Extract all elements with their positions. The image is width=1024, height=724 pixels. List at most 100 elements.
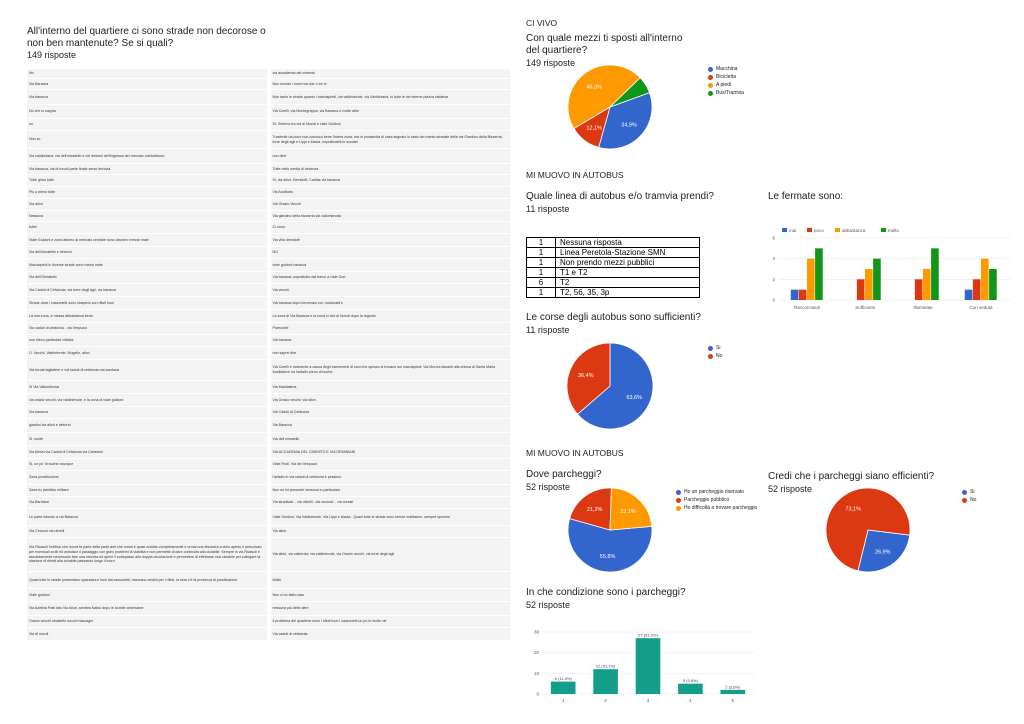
legend-swatch — [708, 66, 713, 72]
response-count-corse: 11 risposte — [526, 325, 570, 335]
response-cell-left: Non so — [27, 131, 267, 148]
response-cell-left: Tutte giuro tutte — [27, 175, 267, 186]
table-row: Quasi tutte le strade presentano spazzat… — [27, 572, 510, 589]
response-cell-left: Via dell'olmatello e dintorni — [27, 247, 267, 258]
response-cell-right: l'asfalto in via caduti di cefalonia è p… — [270, 471, 510, 484]
question-title-strade: All'interno del quartiere ci sono strade… — [27, 26, 266, 49]
table-row: Via Caduti di Cefalonia, via torre degli… — [27, 284, 510, 297]
pie-slice — [577, 342, 654, 430]
x-tick-label: 3 — [647, 698, 650, 703]
response-cell-right: Via baracca — [270, 335, 510, 346]
data-label: 2 (3,8%) — [725, 684, 741, 689]
response-cell-left: Quasi tutte le strade presentano spazzat… — [27, 572, 267, 588]
legend-swatch — [708, 90, 713, 96]
legend-label: Si — [716, 345, 721, 351]
response-cell-left: Strade dove i cassonetti sono strapieni … — [27, 297, 267, 309]
data-label: 12 (23,1%) — [596, 664, 616, 669]
response-cell-left: Si, un po' di buche ovunque — [27, 459, 267, 470]
response-cell-left: Via Caduti di Cefalonia, via torre degli… — [27, 284, 267, 296]
response-cell-right: Via villa demidoff — [270, 234, 510, 246]
response-cell-right: Si, via allori, Demidoff, Caritas via ba… — [270, 175, 510, 186]
response-count-strade: 149 risposte — [27, 50, 77, 60]
response-cell-right: Via Ancillotto — [270, 187, 510, 198]
legend-label: poco — [814, 228, 824, 233]
response-cell-right: Parecchie — [270, 323, 510, 334]
table-row: Tutte giuro tutte Si, via allori, Demidof… — [27, 175, 510, 187]
response-cell-right: Via Caduti di Cefalonia — [270, 407, 510, 418]
bar — [815, 248, 823, 300]
legend-label: No — [716, 353, 723, 359]
response-cell-right: NO — [270, 247, 510, 258]
pie-slice — [598, 92, 653, 150]
table-row: Le parte infondo a via Baracca Viale Guid… — [27, 509, 510, 526]
response-cell-left: Viale guidoni — [27, 589, 267, 601]
legend-label: mai — [789, 228, 796, 233]
legend-label: Bus/Tramvia — [716, 90, 744, 96]
response-cell-left: Via allori — [27, 199, 267, 210]
legend-swatch — [881, 228, 886, 232]
legend-corse: Si No — [708, 345, 722, 361]
response-cell-right: Viale Redi, Via dei Vespucci — [270, 459, 510, 470]
legend-swatch — [807, 228, 812, 232]
response-cell-right: Via Corelli è indecente a causa degli es… — [270, 360, 510, 380]
response-cell-left: Via Ceccoci via ulivelli — [27, 526, 267, 537]
table-row: Via dell'Olmatello Via baracca ,soprattut… — [27, 272, 510, 284]
table-row: No che io sappia Via Corelli, via Montegr… — [27, 105, 510, 119]
question-title-fermate: Le fermate sono: — [768, 191, 844, 202]
table-row: Via Ricasoli l'edificio che dovrà fa par… — [27, 538, 510, 572]
response-cell-left: Via dell'Olmatello — [27, 272, 267, 283]
bar — [790, 289, 799, 300]
table-row: Zona prostituzione l'asfalto in via cadut… — [27, 471, 510, 485]
legend-label: Parcheggio pubblico — [684, 497, 730, 503]
response-cell-right: Via baracca dopo benzinaio eni, mcdonald… — [270, 297, 510, 309]
response-cell-right: Via Orazio vecchi, via allori — [270, 394, 510, 406]
response-count-dove: 52 risposte — [526, 482, 571, 492]
bar — [964, 289, 973, 300]
bus-line-name: T2 — [555, 277, 700, 288]
table-row: via orazio vecchi, via valdinievole, e l… — [27, 394, 510, 407]
x-tick-label: Sufficienti — [855, 305, 874, 310]
slice-label: 46,3% — [586, 84, 602, 90]
response-cell-left: No — [27, 69, 267, 78]
bus-line-row: 1 Linea Peretola-Stazione SMN — [526, 247, 700, 258]
table-row: no SI, l'interno tra via di Novoli e vial… — [27, 119, 510, 131]
table-row: Via baracca Non tanto le strade quanto i … — [27, 90, 510, 105]
response-cell-left: giardini via allori e dintorni — [27, 419, 267, 432]
bus-line-name: Non prendo mezzi pubblici — [555, 257, 700, 268]
y-tick-label: 10 — [534, 671, 540, 676]
response-cell-right: Via dell'olmatello — [270, 433, 510, 445]
bus-line-row: 6 T2 — [526, 277, 700, 288]
table-row: Via Adelina Patti lato Via Allori, sembr… — [27, 602, 510, 616]
legend-swatch — [835, 228, 840, 232]
response-cell-right: Via Orazio Vecchi — [270, 199, 510, 210]
question-title-efficienti: Credi che i parcheggi siano efficienti? — [768, 471, 935, 482]
response-cell-right: Via allori. — [270, 526, 510, 537]
legend-swatch — [708, 353, 713, 359]
bar — [914, 279, 923, 300]
data-label: 27 (51,9%) — [638, 633, 658, 638]
response-cell-left: Si Via Vallombrosa — [27, 381, 267, 393]
legend-label: Ho difficoltà a trovare parcheggio — [684, 505, 758, 511]
response-cell-right: VIA ACCADEMIA DEL CIMENTO E VIA GEMINIAN… — [270, 446, 510, 458]
legend-label: Macchina — [716, 66, 738, 72]
response-cell-left: Via di novoli — [27, 628, 267, 640]
data-label: 6 (11,5%) — [555, 676, 573, 681]
table-row: Si, un po' di buche ovunque Viale Redi, V… — [27, 459, 510, 471]
bar — [931, 248, 939, 300]
response-cell-right: Il problema del quartiere sono i rifiuti… — [270, 616, 510, 627]
slice-label: 34,9% — [621, 123, 637, 129]
response-cell-left: non rilevo particolari criticità — [27, 335, 267, 346]
slice-label: 36,4% — [578, 373, 594, 379]
table-row: non rilevo particolari criticità Via bara… — [27, 335, 510, 347]
bar-chart-fermate: 0 2 4 6 mai poco abbastanza molto Raccorciutoli S… — [772, 228, 1010, 310]
response-cell-left: Via Ricasoli l'edificio che dovrà fa par… — [27, 538, 267, 571]
table-row: Via Alessi via Caduti di Cefalonia via C… — [27, 446, 510, 459]
response-cell-right: nessuna più delle altre — [270, 602, 510, 615]
response-count-efficienti: 52 risposte — [768, 484, 813, 494]
response-cell-left: tutte! — [27, 222, 267, 233]
y-tick-label: 0 — [772, 298, 775, 303]
bar — [635, 638, 661, 694]
question-title-condizione: In che condizione sono i parcheggi? — [526, 587, 686, 598]
table-row: Non so Trasferite da poco non conosco ben… — [27, 131, 510, 149]
response-cell-right: Via Maddalena — [270, 381, 510, 393]
